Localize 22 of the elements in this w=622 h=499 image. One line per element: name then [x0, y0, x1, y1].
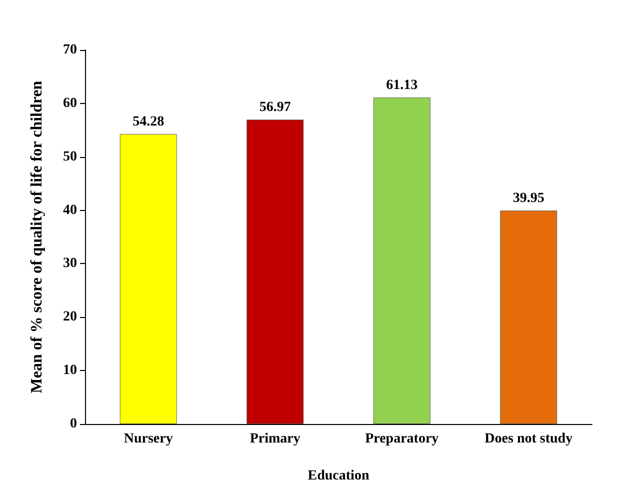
x-tick-label: Nursery [124, 432, 173, 446]
y-tick-label: 0 [70, 416, 77, 432]
bar [246, 120, 304, 424]
bar [500, 210, 558, 424]
y-tick-label: 30 [63, 256, 77, 272]
data-label: 56.97 [259, 100, 291, 116]
x-tick-label: Does not study [484, 432, 573, 446]
x-tick-label: Primary [250, 432, 300, 446]
x-tick-label: Preparatory [365, 432, 439, 446]
x-axis-title: Education [308, 468, 370, 484]
data-label: 39.95 [512, 191, 544, 206]
data-label: 54.28 [132, 114, 164, 130]
y-axis-title: Mean of % score of quality of life for children [28, 80, 46, 394]
y-tick-label: 70 [63, 42, 77, 58]
bar [373, 97, 430, 424]
y-tick-label: 20 [63, 310, 77, 325]
y-tick-label: 40 [63, 202, 77, 218]
y-tick-label: 60 [63, 96, 77, 111]
bar [120, 134, 177, 424]
y-tick-label: 10 [63, 363, 77, 378]
y-tick-label: 50 [63, 149, 77, 164]
data-label: 61.13 [386, 78, 418, 93]
